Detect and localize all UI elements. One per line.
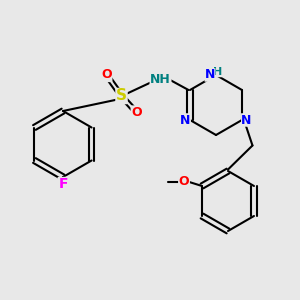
Text: O: O xyxy=(101,68,112,82)
Text: O: O xyxy=(131,106,142,119)
Text: O: O xyxy=(179,175,189,188)
Text: S: S xyxy=(116,88,127,104)
Text: NH: NH xyxy=(150,73,171,86)
Text: N: N xyxy=(241,113,252,127)
Text: H: H xyxy=(213,67,222,77)
Text: N: N xyxy=(205,68,215,82)
Text: N: N xyxy=(180,113,191,127)
Text: F: F xyxy=(58,178,68,191)
